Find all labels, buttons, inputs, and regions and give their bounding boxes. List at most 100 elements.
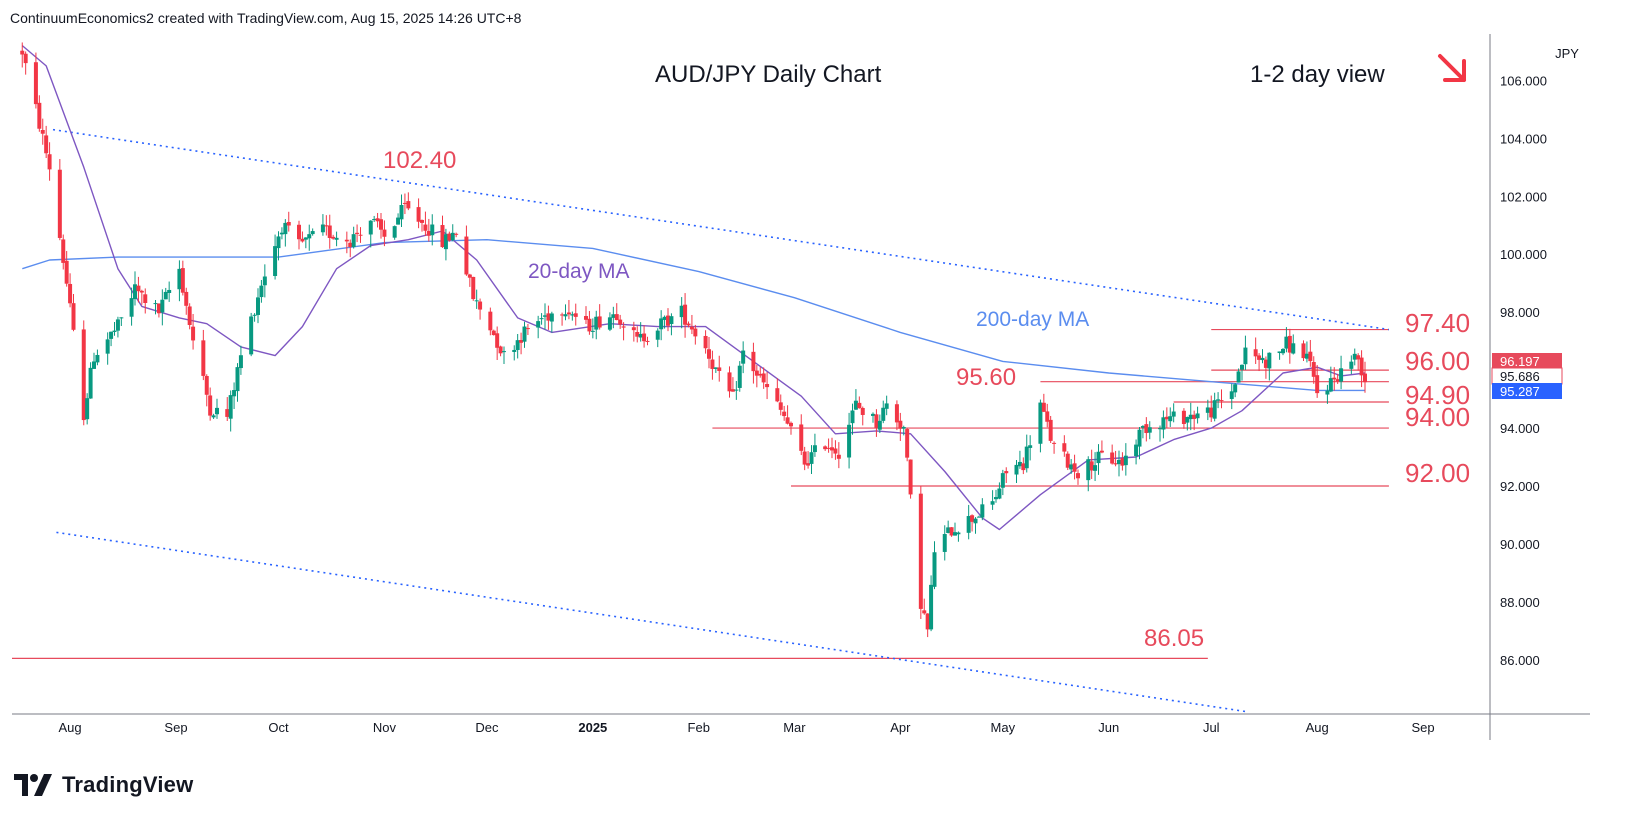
candle xyxy=(635,326,640,343)
candle xyxy=(235,363,240,402)
candle xyxy=(215,398,219,419)
candle xyxy=(344,231,349,254)
candle xyxy=(331,234,336,240)
candle xyxy=(642,325,647,348)
candle xyxy=(512,345,517,361)
candle xyxy=(679,297,684,329)
candle xyxy=(587,310,592,335)
candle xyxy=(464,225,469,276)
candle xyxy=(64,251,69,287)
candle xyxy=(81,320,86,426)
candle xyxy=(406,192,411,211)
candle xyxy=(488,307,493,336)
candle xyxy=(1236,368,1241,383)
candle xyxy=(717,355,722,382)
candle xyxy=(109,331,114,347)
candle xyxy=(443,228,448,261)
candle xyxy=(355,224,360,243)
candle xyxy=(990,490,995,510)
candle xyxy=(399,194,404,227)
candle xyxy=(1209,395,1214,422)
candle xyxy=(713,367,718,373)
candle xyxy=(966,504,971,540)
candle xyxy=(871,412,875,423)
candle xyxy=(1004,467,1009,483)
candle xyxy=(515,333,520,359)
candle xyxy=(180,260,185,296)
candle xyxy=(857,396,862,409)
y-tick-label-8: 90.000 xyxy=(1500,537,1540,552)
x-tick-label-5: 2025 xyxy=(578,720,607,735)
candle xyxy=(1140,425,1145,439)
x-tick-label-12: Aug xyxy=(1306,720,1329,735)
candle xyxy=(1017,450,1022,469)
candle xyxy=(1339,355,1344,390)
candle xyxy=(1263,356,1268,379)
candle xyxy=(348,239,353,258)
candle xyxy=(471,276,476,301)
candle xyxy=(351,226,356,249)
candle xyxy=(809,445,814,474)
x-tick-label-10: Jun xyxy=(1098,720,1119,735)
candle xyxy=(1171,403,1176,423)
candle xyxy=(23,51,28,75)
svg-text:95.287: 95.287 xyxy=(1500,384,1540,399)
currency-label: JPY xyxy=(1555,46,1579,61)
candle xyxy=(238,345,243,375)
candle xyxy=(560,312,565,326)
candle xyxy=(283,219,288,247)
candle xyxy=(1062,435,1067,457)
candle xyxy=(631,321,636,342)
svg-text:95.686: 95.686 xyxy=(1500,369,1540,384)
annotation-7: 92.00 xyxy=(1405,458,1470,488)
candle xyxy=(37,95,42,132)
candle xyxy=(655,328,660,348)
candle xyxy=(525,323,530,335)
candle xyxy=(519,332,524,355)
candle xyxy=(611,306,616,329)
candle xyxy=(68,273,73,308)
candle xyxy=(1216,392,1221,409)
candle xyxy=(156,303,161,318)
tradingview-logo[interactable]: TradingView xyxy=(14,772,193,798)
candle xyxy=(368,220,373,248)
candle xyxy=(908,459,913,499)
candle xyxy=(1287,328,1292,364)
candle xyxy=(1024,434,1029,473)
candle xyxy=(953,522,957,536)
candle xyxy=(1120,452,1125,471)
candle xyxy=(590,318,595,339)
candle xyxy=(543,303,547,330)
candle xyxy=(799,414,804,456)
candle xyxy=(536,315,541,339)
candle xyxy=(836,442,841,469)
candle xyxy=(566,299,571,320)
candle xyxy=(1014,459,1019,484)
candle xyxy=(1335,373,1340,384)
y-tick-label-6: 94.000 xyxy=(1500,421,1540,436)
candle xyxy=(782,405,787,421)
candle xyxy=(1028,435,1033,461)
candle xyxy=(956,531,961,542)
candle xyxy=(372,215,377,222)
candle xyxy=(683,293,688,338)
candle xyxy=(379,213,383,239)
candle xyxy=(1363,361,1367,393)
ma20-label: 20-day MA xyxy=(528,260,630,283)
candle xyxy=(997,482,1002,500)
candle xyxy=(33,52,38,109)
candle xyxy=(1243,335,1248,370)
candle xyxy=(430,214,435,246)
candle xyxy=(40,118,45,145)
candle xyxy=(1137,426,1142,460)
candle xyxy=(1123,443,1128,476)
time-axis[interactable]: Aug Sep Oct Nov Dec 2025 Feb Mar Apr May Jun Jul Aug… xyxy=(59,720,1435,735)
candle xyxy=(823,445,828,451)
candle xyxy=(751,342,756,384)
candle xyxy=(228,390,233,432)
candle xyxy=(327,214,332,249)
candle xyxy=(1065,451,1070,471)
